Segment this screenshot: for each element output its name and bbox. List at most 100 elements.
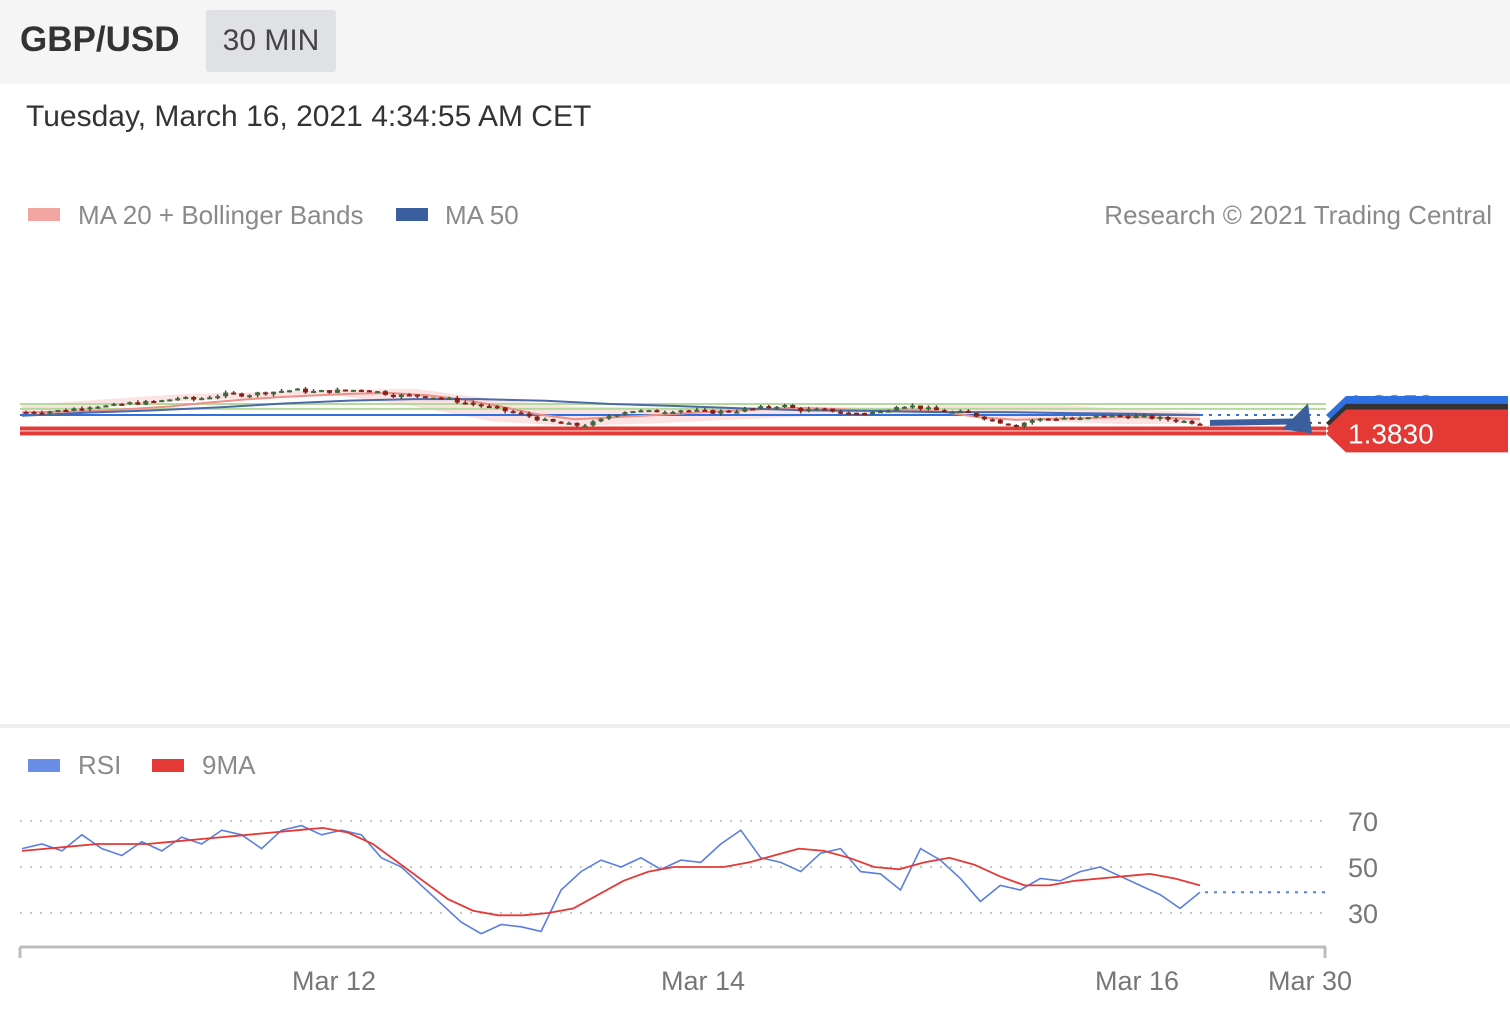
candle-body [382, 391, 388, 395]
candle-body [374, 391, 380, 394]
candle-body [318, 390, 324, 393]
candle-body [143, 401, 149, 405]
candle-body [662, 412, 668, 415]
candle-body [598, 418, 604, 422]
candle-body [822, 408, 828, 411]
candle-body [878, 411, 884, 414]
candle-body [678, 410, 684, 413]
candle-body [1093, 415, 1099, 418]
candle-body [55, 410, 61, 413]
candle-body [686, 410, 692, 413]
candle-body [326, 390, 332, 393]
candle-body [909, 405, 915, 408]
candle-body [766, 406, 772, 409]
candle-body [23, 411, 29, 414]
bollinger-legend-swatch [28, 208, 60, 221]
candle-body [71, 408, 77, 411]
candle-body [949, 411, 955, 414]
candle-body [1109, 415, 1115, 418]
candle-body [870, 411, 876, 414]
candle-body [279, 390, 285, 393]
header-bar: GBP/USD 30 MIN [0, 0, 1510, 84]
candle-body [1021, 422, 1027, 427]
candle-body [1181, 420, 1187, 423]
candle-body [438, 397, 444, 400]
candle-body [973, 412, 979, 417]
candle-body [758, 406, 764, 409]
candle-body [223, 392, 229, 397]
support-price-label: 1.3830 [1348, 418, 1434, 449]
candle-body [830, 408, 836, 412]
candle-body [87, 407, 93, 410]
candle-body [478, 404, 484, 407]
candle-body [526, 413, 532, 417]
candle-body [1165, 416, 1171, 420]
candle-body [1045, 418, 1051, 421]
candle-body [183, 396, 189, 399]
candle-body [798, 407, 804, 412]
panel-separator [0, 724, 1510, 728]
candle-body [590, 421, 596, 426]
candle-body [1141, 415, 1147, 418]
bollinger-band [22, 388, 1200, 426]
candle-body [997, 419, 1003, 424]
candle-body [231, 392, 237, 395]
candle-body [119, 403, 125, 406]
candle-body [135, 402, 141, 405]
candle-body [606, 416, 612, 419]
candle-body [406, 394, 412, 397]
candle-body [470, 402, 476, 405]
candle-body [542, 418, 548, 421]
candle-body [1053, 418, 1059, 421]
candle-body [311, 391, 317, 394]
rsi-legend-label: RSI [78, 750, 121, 780]
candle-body [718, 410, 724, 414]
candle-body [358, 389, 364, 392]
candle-body [622, 412, 628, 415]
candle-body [1197, 423, 1203, 426]
forecast-arrow-head [1282, 403, 1312, 434]
candle-body [1085, 417, 1091, 420]
candle-body [414, 394, 420, 397]
candle-body [111, 403, 117, 406]
candle-body [774, 406, 780, 409]
candle-body [534, 416, 540, 421]
candle-body [103, 405, 109, 408]
candle-body [510, 411, 516, 414]
candle-body [1173, 419, 1179, 422]
candle-body [550, 418, 556, 422]
candle-body [894, 407, 900, 411]
candle-body [981, 416, 987, 420]
candle-body [31, 411, 37, 414]
candle-body [638, 410, 644, 413]
candle-body [630, 411, 636, 414]
candle-body [582, 425, 588, 428]
candle-body [199, 398, 205, 401]
candle-body [1029, 420, 1035, 423]
candle-body [782, 405, 788, 408]
candle-body [702, 409, 708, 412]
candle-body [494, 406, 500, 409]
candle-body [1157, 416, 1163, 419]
ma50-line [21, 398, 1201, 417]
candle-body [159, 400, 165, 403]
candle-body [574, 422, 580, 426]
candle-body [334, 389, 340, 393]
candle-body [854, 412, 860, 415]
candle-body [303, 388, 309, 393]
x-tick-label: Mar 16 [1095, 966, 1179, 996]
timeframe-button[interactable]: 30 MIN [206, 10, 336, 72]
rsi-ma-legend-label: 9MA [202, 750, 256, 780]
candle-body [1069, 417, 1075, 420]
rsi-ma-line [21, 826, 1201, 917]
candle-body [710, 409, 716, 414]
candle-body [47, 411, 53, 414]
candle-body [566, 422, 572, 425]
x-tick-label: Mar 30 [1268, 966, 1352, 996]
candle-body [670, 412, 676, 415]
forecast-arrow-shaft [1209, 418, 1303, 426]
candle-body [1133, 415, 1139, 419]
candle-body [1005, 423, 1011, 426]
candle-body [239, 393, 245, 397]
candle-body [263, 392, 269, 395]
